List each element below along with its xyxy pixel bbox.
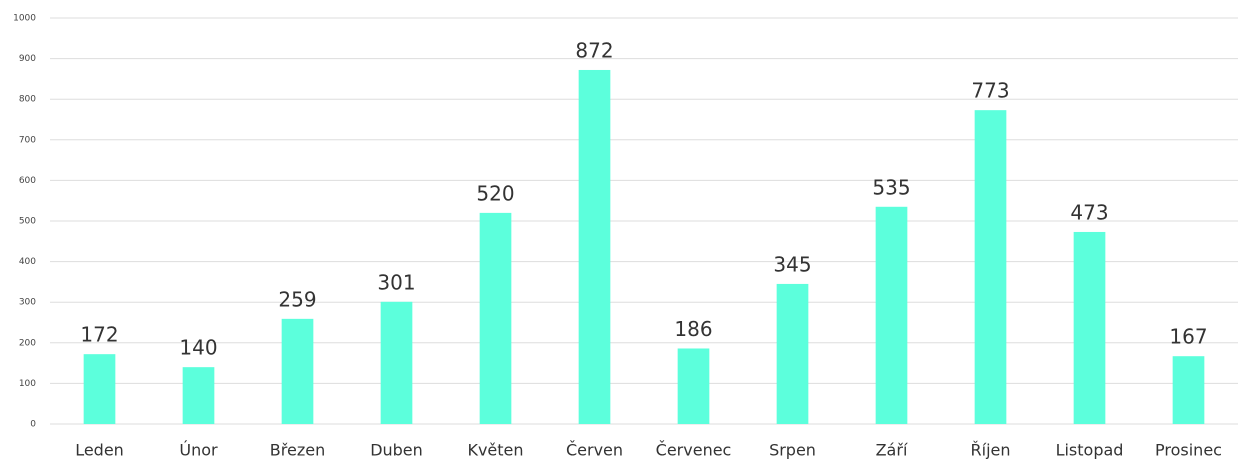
value-label: 140 bbox=[179, 336, 217, 360]
value-label: 186 bbox=[674, 317, 712, 341]
y-tick-label: 200 bbox=[19, 338, 36, 348]
y-tick-label: 600 bbox=[19, 176, 36, 186]
x-tick-label: Srpen bbox=[769, 441, 816, 460]
bar bbox=[1172, 356, 1205, 424]
x-tick-label: Leden bbox=[75, 441, 124, 460]
value-label: 172 bbox=[80, 323, 118, 347]
value-label: 259 bbox=[278, 287, 316, 311]
bar bbox=[677, 348, 710, 424]
bar bbox=[776, 283, 809, 424]
value-label: 167 bbox=[1169, 325, 1207, 349]
value-label: 535 bbox=[872, 175, 910, 199]
bar bbox=[380, 301, 413, 424]
x-tick-label: Červenec bbox=[656, 441, 732, 460]
x-tick-label: Prosinec bbox=[1155, 441, 1222, 460]
x-tick-label: Březen bbox=[270, 441, 325, 460]
bar bbox=[875, 206, 908, 424]
value-label: 301 bbox=[377, 270, 415, 294]
bar bbox=[83, 354, 116, 424]
y-tick-label: 700 bbox=[19, 135, 36, 145]
x-tick-label: Listopad bbox=[1056, 441, 1124, 460]
x-tick-label: Říjen bbox=[971, 441, 1011, 460]
value-label: 872 bbox=[575, 38, 613, 62]
x-tick-label: Červen bbox=[566, 441, 623, 460]
x-tick-label: Únor bbox=[179, 441, 218, 460]
value-label: 473 bbox=[1070, 200, 1108, 224]
y-tick-label: 400 bbox=[19, 257, 36, 267]
y-tick-label: 1000 bbox=[13, 14, 36, 24]
bar bbox=[1073, 231, 1106, 424]
y-tick-label: 0 bbox=[30, 420, 36, 430]
y-tick-label: 100 bbox=[19, 379, 36, 389]
bar bbox=[578, 69, 611, 424]
x-tick-label: Květen bbox=[467, 441, 523, 460]
x-tick-label: Září bbox=[876, 441, 908, 460]
y-tick-label: 500 bbox=[19, 217, 36, 227]
bar bbox=[974, 110, 1007, 425]
x-tick-label: Duben bbox=[370, 441, 423, 460]
y-tick-label: 900 bbox=[19, 54, 36, 64]
bar bbox=[182, 367, 215, 424]
bar bbox=[281, 318, 314, 424]
y-tick-label: 800 bbox=[19, 95, 36, 105]
y-tick-label: 300 bbox=[19, 298, 36, 308]
value-label: 773 bbox=[971, 79, 1009, 103]
value-label: 345 bbox=[773, 252, 811, 276]
value-label: 520 bbox=[476, 181, 514, 205]
bar bbox=[479, 212, 512, 424]
